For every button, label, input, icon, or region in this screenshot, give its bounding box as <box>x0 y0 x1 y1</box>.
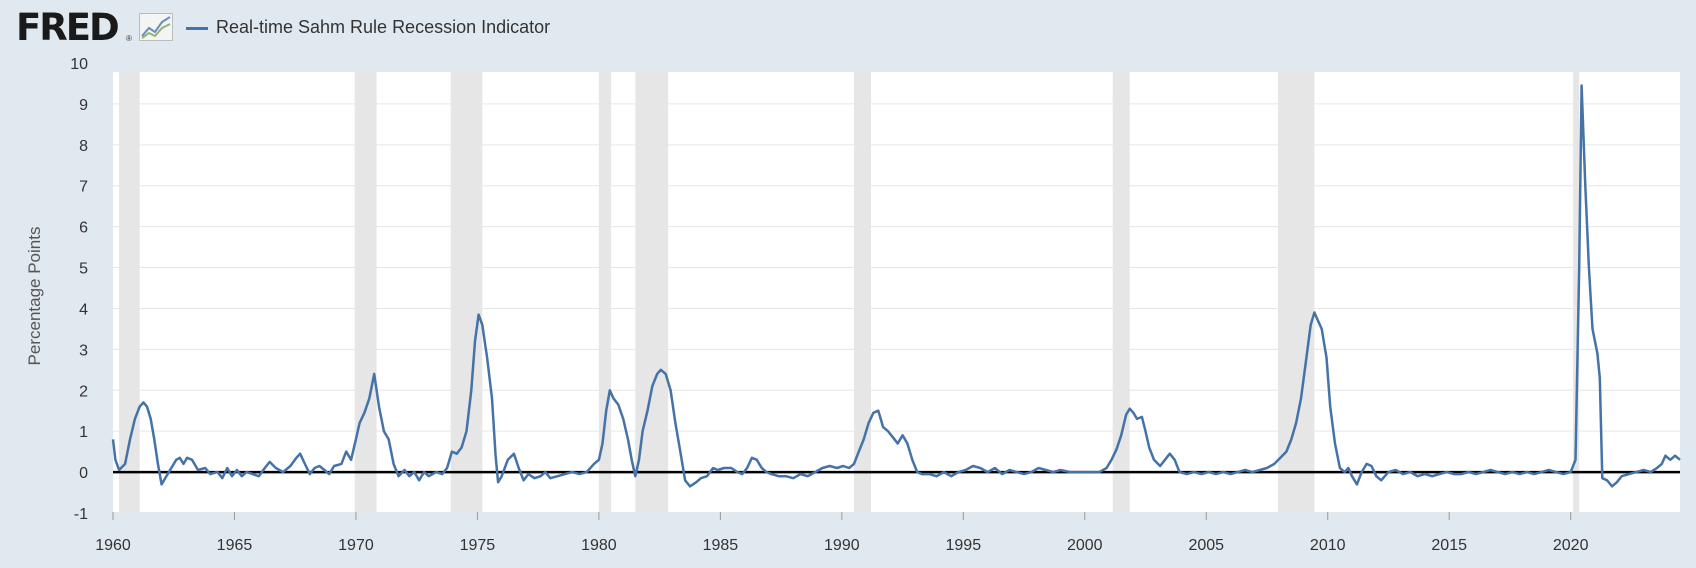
fred-logo[interactable]: FRED <box>16 6 120 49</box>
chart-header: FRED ® Real-time Sahm Rule Recession Ind… <box>0 0 1696 56</box>
x-axis-ticks: 1960 1965 1970 1975 1980 1985 1990 1995 2000 2005… <box>95 512 1589 554</box>
x-tick-label: 1965 <box>217 537 253 554</box>
y-tick-label: 1 <box>79 424 88 441</box>
recession-band-0 <box>119 72 140 512</box>
x-tick-label: 1975 <box>460 537 496 554</box>
y-tick-label: -1 <box>74 506 88 523</box>
x-tick-label: 1980 <box>581 537 617 554</box>
x-tick-label: 1970 <box>338 537 374 554</box>
y-axis-label: Percentage Points <box>25 227 44 366</box>
recession-band-2 <box>450 72 483 512</box>
y-tick-label: 9 <box>79 97 88 114</box>
y-tick-label: 8 <box>79 138 88 155</box>
x-tick-label: 2000 <box>1067 537 1103 554</box>
legend-line-swatch <box>186 27 208 30</box>
series-line[interactable] <box>111 84 1681 488</box>
x-tick-label: 1960 <box>95 537 131 554</box>
x-tick-label: 2015 <box>1431 537 1467 554</box>
recession-band-7 <box>1277 72 1315 512</box>
recession-band-1 <box>354 72 377 512</box>
y-axis-ticks: -1 0 1 2 3 4 5 6 7 8 9 10 <box>70 56 88 523</box>
plot-background <box>113 72 1680 512</box>
y-tick-label: 3 <box>79 342 88 359</box>
x-tick-label: 2005 <box>1188 537 1224 554</box>
fred-chart-icon <box>139 13 173 41</box>
y-tick-label: 2 <box>79 383 88 400</box>
recession-band-8 <box>1573 72 1580 512</box>
y-tick-label: 7 <box>79 179 88 196</box>
y-tick-label: 5 <box>79 261 88 278</box>
x-tick-label: 1990 <box>824 537 860 554</box>
recession-band-5 <box>853 72 871 512</box>
x-tick-label: 2010 <box>1310 537 1346 554</box>
y-tick-label: 0 <box>79 465 88 482</box>
y-tick-label: 6 <box>79 220 88 237</box>
gridlines <box>113 62 1680 514</box>
y-tick-label: 10 <box>70 56 88 73</box>
y-tick-label: 4 <box>79 301 88 318</box>
x-tick-label: 1995 <box>946 537 982 554</box>
x-tick-label: 2020 <box>1553 537 1589 554</box>
x-tick-label: 1985 <box>703 537 739 554</box>
legend-label: Real-time Sahm Rule Recession Indicator <box>216 17 551 37</box>
registered-mark: ® <box>126 34 132 43</box>
recession-band-6 <box>1112 72 1130 512</box>
recession-bands <box>119 72 1580 512</box>
